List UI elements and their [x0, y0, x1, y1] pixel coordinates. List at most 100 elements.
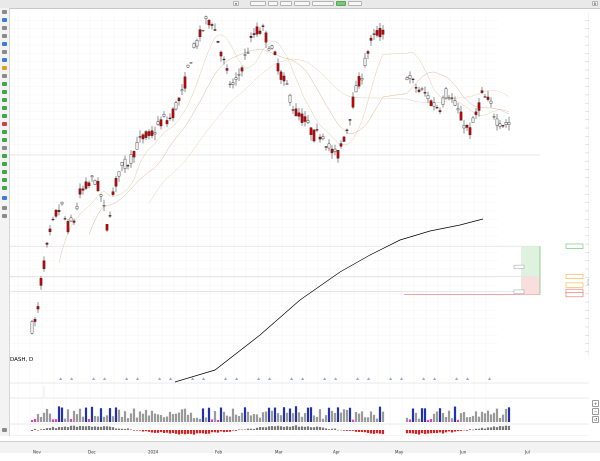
oscillator-bar [297, 426, 301, 430]
volume-bar [102, 416, 106, 422]
oscillator-bar [30, 430, 34, 431]
price-tag [565, 282, 584, 288]
interval-selector[interactable] [268, 1, 278, 6]
oscillator-bar [477, 428, 481, 430]
measure-icon[interactable] [2, 58, 7, 62]
volume-bar [168, 411, 172, 422]
cursor-icon[interactable] [2, 10, 7, 14]
menu-icon[interactable]: ≡ [233, 1, 239, 6]
candle-body [273, 51, 277, 56]
gann-icon[interactable] [2, 106, 7, 110]
candle-body [477, 102, 481, 111]
candle-body [213, 29, 217, 31]
collapse-toolbar-icon[interactable] [2, 428, 7, 432]
symbol-search-field[interactable] [250, 1, 266, 6]
lock-icon[interactable] [2, 186, 7, 190]
brush-icon[interactable] [2, 90, 7, 94]
chart-style-selector[interactable] [280, 1, 292, 6]
candle-body [39, 278, 43, 286]
vertical-line-icon[interactable] [2, 34, 7, 38]
candle-body [90, 175, 94, 178]
volume-bar [66, 409, 70, 422]
chart-note [513, 289, 525, 294]
volume-bar [198, 418, 202, 422]
candle-body [147, 131, 151, 136]
candle-body [264, 32, 268, 43]
volume-bar [69, 418, 73, 422]
event-marker [422, 377, 426, 380]
volume-bar [57, 406, 61, 422]
text-icon[interactable] [2, 50, 7, 54]
candle-body [186, 64, 190, 68]
oscillator-bar [429, 430, 433, 434]
candle-body [423, 92, 427, 94]
volume-bar [60, 407, 64, 422]
zoom-icon[interactable] [2, 42, 7, 46]
candle-body [204, 16, 208, 19]
zoom-out-icon[interactable]: − [592, 408, 599, 415]
forecast-icon[interactable] [2, 130, 7, 134]
volume-bar [276, 413, 280, 422]
fib-icon[interactable] [2, 66, 7, 70]
candle-body [192, 43, 196, 48]
position-field[interactable] [348, 1, 362, 6]
oscillator-bar [231, 430, 235, 431]
volume-bar [498, 417, 502, 422]
time-axis-label: Apr [333, 450, 340, 455]
pitchfork-icon[interactable] [2, 98, 7, 102]
rectangle-icon[interactable] [2, 74, 7, 78]
zoom-in-icon[interactable]: + [592, 400, 599, 407]
oscillator-bar [258, 427, 262, 430]
note-icon[interactable] [2, 162, 7, 166]
oscillator-bar [348, 430, 352, 431]
candle-body [306, 120, 310, 123]
short-position-icon[interactable] [2, 122, 7, 126]
volume-bar [123, 411, 127, 422]
ruler-icon[interactable] [2, 146, 7, 150]
arrow-icon[interactable] [2, 138, 7, 142]
oscillator-bar [336, 429, 340, 431]
channel-icon[interactable] [2, 154, 7, 158]
candle-body [102, 205, 106, 207]
long-position-icon[interactable] [2, 82, 7, 86]
settings-icon[interactable]: ⚙ [592, 1, 598, 6]
volume-bar [192, 418, 196, 422]
oscillator-bar [333, 428, 337, 430]
oscillator-bar [72, 425, 76, 430]
candle-body [222, 58, 226, 61]
hide-drawings-icon[interactable] [2, 196, 7, 200]
volume-bar [141, 413, 145, 422]
oscillator-bar [324, 428, 328, 430]
candle-body [495, 118, 499, 126]
volume-bar [351, 419, 355, 422]
trash-icon[interactable] [2, 206, 7, 210]
oscillator-bar [285, 426, 289, 430]
stop-zone [521, 276, 540, 295]
chart-canvas[interactable] [9, 8, 589, 436]
oscillator-bar [498, 426, 502, 430]
candle-body [360, 78, 364, 81]
oscillator-bar [186, 430, 190, 434]
oscillator-bar [177, 430, 181, 435]
price-tag [565, 243, 584, 249]
candle-body [435, 107, 439, 109]
layers-icon[interactable] [2, 214, 7, 218]
candle-body [60, 201, 64, 205]
oscillator-bar [42, 428, 46, 430]
volume-bar [171, 414, 175, 422]
candle-body [300, 113, 304, 123]
magnet-icon[interactable] [2, 178, 7, 182]
candle-body [363, 57, 367, 66]
emoji-icon[interactable] [2, 170, 7, 174]
trendline-icon[interactable] [2, 18, 7, 22]
volume-bar [228, 416, 232, 422]
oscillator-bar [141, 430, 145, 432]
volume-bar [456, 419, 460, 422]
pattern-icon[interactable] [2, 114, 7, 118]
order-ticket-button[interactable] [294, 1, 310, 6]
candle-body [267, 48, 271, 51]
oscillator-bar [315, 426, 319, 430]
reset-zoom-icon[interactable]: ↺ [592, 416, 599, 423]
oscillator-bar [291, 426, 295, 430]
horizontal-line-icon[interactable] [2, 26, 7, 30]
